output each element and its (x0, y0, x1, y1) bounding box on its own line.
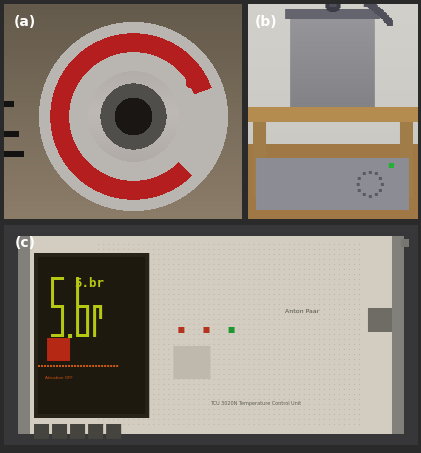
Text: Attcabon OFF: Attcabon OFF (45, 376, 73, 380)
Text: Anton Paar: Anton Paar (285, 309, 319, 314)
Text: (a): (a) (13, 15, 36, 29)
Text: 5.br: 5.br (74, 277, 104, 289)
Text: TCU 3020N Temperature Control Unit: TCU 3020N Temperature Control Unit (210, 401, 301, 406)
Text: (b): (b) (255, 15, 277, 29)
Text: (c): (c) (14, 236, 35, 250)
